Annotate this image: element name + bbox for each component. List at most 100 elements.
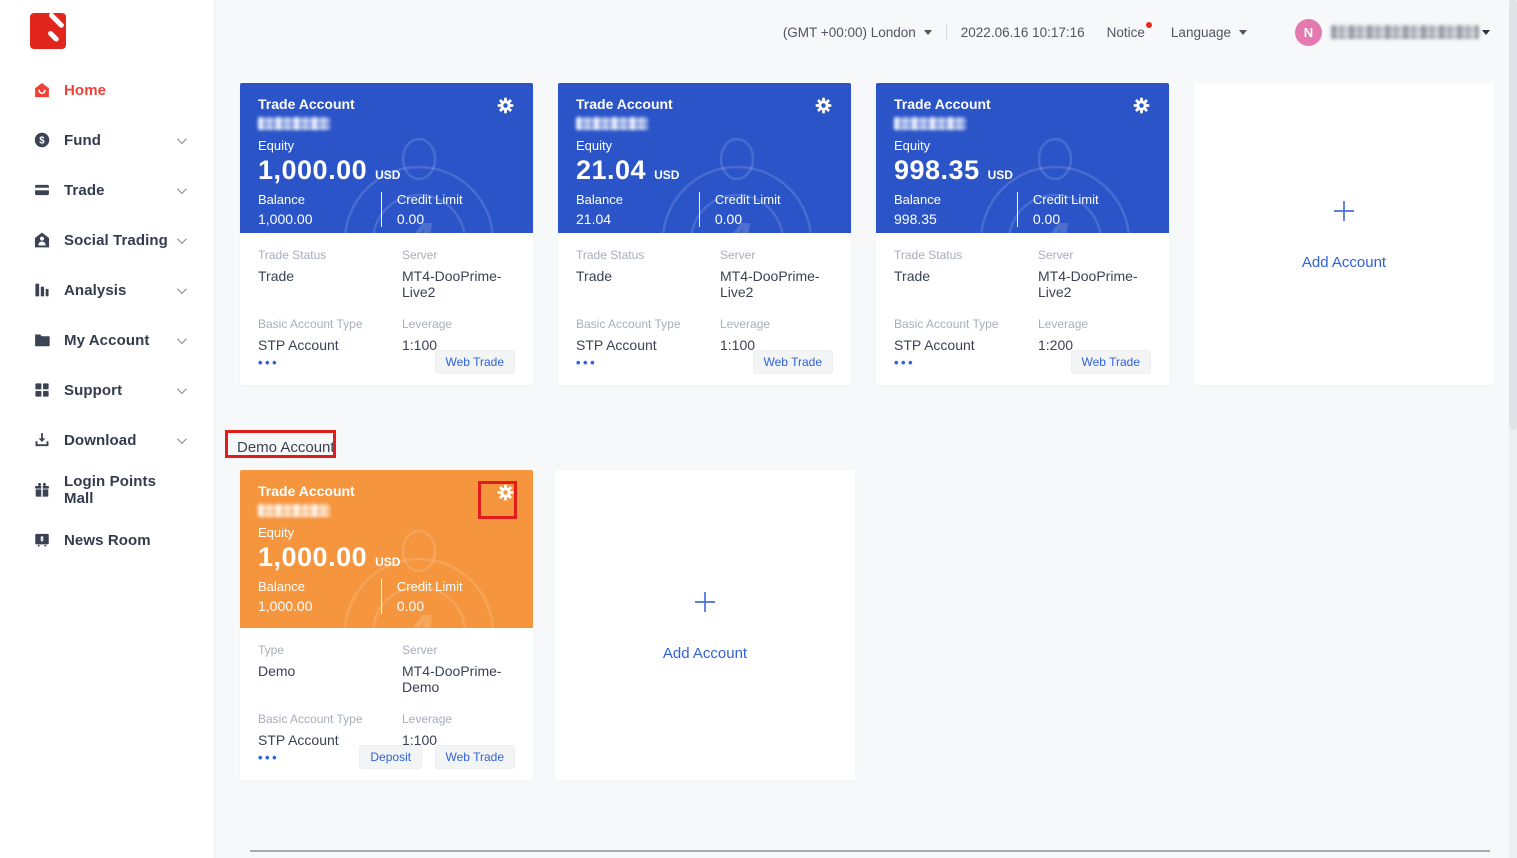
sidebar-item-label: Social Trading [64,231,168,249]
equity-currency: USD [987,168,1013,182]
equity-value: 21.04 [576,155,647,185]
trade-status-label: Trade Status [258,248,327,262]
caret-down-icon [923,29,932,35]
more-actions-button[interactable]: ••• [258,749,280,765]
credit-limit-value: 0.00 [1032,211,1061,227]
card-title: Trade Account [258,96,355,112]
sidebar-item-label: Download [64,431,137,449]
plus-icon [1331,198,1357,229]
balance-label: Balance [576,192,623,207]
web-trade-button[interactable]: Web Trade [434,350,515,374]
balance-label: Balance [258,192,305,207]
server-value: MT4-DooPrime-Live2 [720,268,820,300]
sidebar-item-news-room[interactable]: News Room [0,515,214,565]
mt4-watermark: 4 [343,530,495,628]
credit-limit-label: Credit Limit [396,192,463,207]
trade-account-card-3: Trade Account Equity 998.35 USD Balance … [876,83,1169,385]
basic-account-type-value: STP Account [576,337,657,353]
sidebar-item-fund[interactable]: $ Fund [0,115,214,165]
sidebar-item-trade[interactable]: Trade [0,165,214,215]
gear-icon[interactable] [814,96,833,115]
chevron-down-icon [176,283,187,294]
more-actions-button[interactable]: ••• [894,354,916,370]
sidebar-item-label: Fund [64,131,102,149]
sidebar-item-support[interactable]: Support [0,365,214,415]
dooprime-logo[interactable] [30,13,66,49]
svg-text:4: 4 [404,605,434,628]
sidebar-item-analysis[interactable]: Analysis [0,265,214,315]
username-redacted[interactable] [1331,25,1479,39]
server-label: Server [402,643,438,657]
live-accounts-row: Trade Account Equity 1,000.00 USD Balanc… [240,83,1494,385]
equity-value: 1,000.00 [258,542,368,572]
account-number-redacted [258,117,330,130]
gear-icon[interactable] [496,483,515,502]
add-account-card[interactable]: Add Account [1194,83,1494,385]
datetime: 2022.06.16 10:17:16 [960,24,1085,40]
credit-limit-label: Credit Limit [1032,192,1099,207]
sidebar-item-social-trading[interactable]: Social Trading [0,215,214,265]
caret-down-icon[interactable] [1482,29,1490,35]
leverage-value: 1:200 [1038,337,1074,353]
gear-icon[interactable] [496,96,515,115]
equity-label: Equity [258,138,295,153]
web-trade-button[interactable]: Web Trade [434,745,515,769]
mt4-watermark: 4 [344,138,494,233]
add-account-label: Add Account [1301,253,1387,271]
svg-text:$: $ [39,135,45,146]
sidebar-item-home[interactable]: Home [0,65,214,115]
trade-status-value: Trade [894,268,931,284]
sidebar-item-download[interactable]: Download [0,415,214,465]
trade-account-card-1: Trade Account Equity 1,000.00 USD Balanc… [240,83,533,385]
add-account-label: Add Account [662,644,748,662]
timezone-selector[interactable]: (GMT +00:00) London [783,25,932,40]
basic-account-type-label: Basic Account Type [894,317,999,331]
web-trade-button[interactable]: Web Trade [1070,350,1151,374]
equity-currency: USD [654,168,680,182]
credit-limit-value: 0.00 [714,211,743,227]
web-trade-button[interactable]: Web Trade [752,350,833,374]
chevron-down-icon [176,233,187,244]
equity-label: Equity [258,525,295,540]
demo-section-title: Demo Account [237,439,335,456]
sidebar-item-my-account[interactable]: My Account [0,315,214,365]
card-title: Trade Account [576,96,673,112]
main-content: (GMT +00:00) London 2022.06.16 10:17:16 … [215,0,1517,858]
more-actions-button[interactable]: ••• [576,354,598,370]
caret-down-icon [1239,29,1247,35]
analysis-icon [33,281,51,299]
chevron-down-icon [176,183,187,194]
social-trading-icon [33,231,51,249]
scrollbar-thumb[interactable] [1509,0,1517,430]
topbar: (GMT +00:00) London 2022.06.16 10:17:16 … [215,0,1490,64]
notice-label: Notice [1106,24,1145,40]
sidebar-item-label: Analysis [64,281,127,299]
gift-icon [33,481,51,499]
gear-icon[interactable] [1132,96,1151,115]
account-number-redacted [576,117,648,130]
type-value: Demo [258,663,296,679]
deposit-button[interactable]: Deposit [359,745,423,769]
equity-value: 998.35 [894,155,980,185]
demo-accounts-row: Trade Account Equity 1,000.00 USD Balanc… [240,470,855,780]
topbar-divider [945,24,947,40]
more-actions-button[interactable]: ••• [258,354,280,370]
language-selector[interactable]: Language [1171,25,1247,40]
card-details: Trade Status Trade Server MT4-DooPrime-Liv… [240,233,533,353]
sidebar-item-login-points-mall[interactable]: Login Points Mall [0,465,214,515]
equity-label: Equity [894,138,931,153]
balance-value: 1,000.00 [258,598,313,614]
sidebar-item-label: Home [64,81,107,99]
server-label: Server [720,248,756,262]
svg-text:4: 4 [404,213,434,233]
trade-account-card-2: Trade Account Equity 21.04 USD Balance 2… [558,83,851,385]
chevron-down-icon [176,383,187,394]
scrollbar[interactable] [1509,0,1517,858]
equity-value: 1,000.00 [258,155,368,185]
avatar[interactable]: N [1295,18,1322,46]
add-demo-account-card[interactable]: Add Account [555,470,855,780]
sidebar-item-label: Trade [64,181,105,199]
notice-link[interactable]: Notice [1106,21,1152,40]
type-label: Type [258,643,285,657]
sidebar: Home $ Fund Trade Social Trading Analysi… [0,0,215,858]
